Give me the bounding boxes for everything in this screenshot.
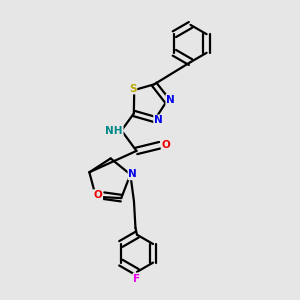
- Text: F: F: [134, 274, 140, 284]
- Text: N: N: [128, 169, 137, 179]
- Text: N: N: [166, 95, 175, 105]
- Text: O: O: [94, 190, 102, 200]
- Text: S: S: [129, 83, 136, 94]
- Text: N: N: [154, 116, 163, 125]
- Text: NH: NH: [105, 126, 123, 136]
- Text: O: O: [161, 140, 170, 150]
